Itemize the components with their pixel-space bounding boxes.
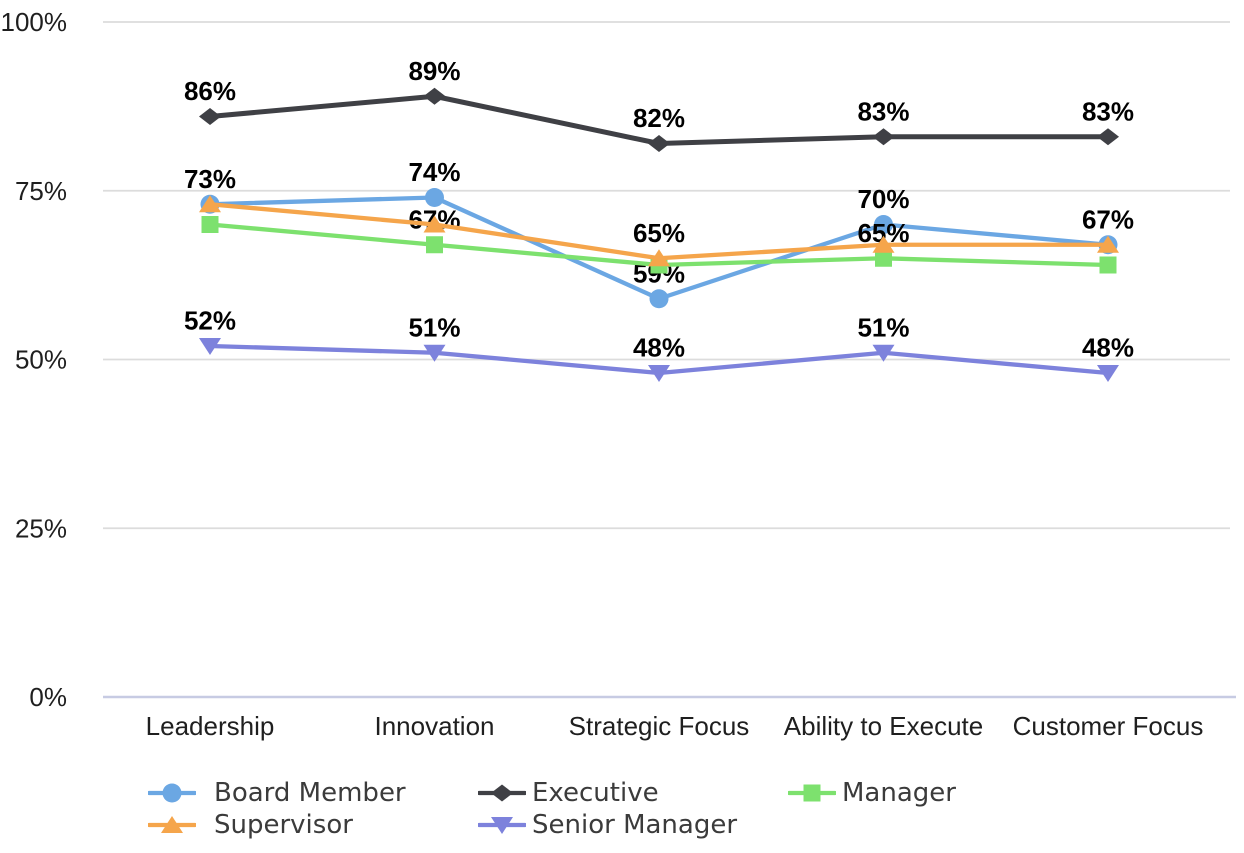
data-point-label: 51% [857, 312, 909, 342]
data-point-label: 48% [633, 333, 685, 363]
y-axis-tick-label: 100% [1, 7, 68, 37]
legend-item-senior-manager: Senior Manager [478, 809, 737, 841]
legend-item-supervisor: Supervisor [148, 809, 353, 841]
series-marker-diamond [423, 87, 446, 105]
legend-marker-circle-icon [148, 783, 196, 803]
legend-item-executive: Executive [478, 777, 659, 809]
series-marker-diamond [1097, 128, 1119, 146]
x-axis-category-label: Strategic Focus [569, 711, 750, 741]
series-marker-square [1099, 256, 1117, 274]
data-point-label: 74% [408, 157, 460, 187]
data-point-label: 73% [184, 164, 236, 194]
data-point-label: 65% [633, 218, 685, 248]
series-marker-circle [649, 289, 669, 309]
y-axis-tick-label: 0% [29, 682, 67, 712]
series-marker-triangle-up [423, 215, 446, 233]
x-axis-category-label: Ability to Execute [784, 711, 983, 741]
data-point-label: 70% [857, 184, 909, 214]
data-point-label: 82% [633, 103, 685, 133]
series-marker-square [875, 249, 892, 267]
series-marker-triangle-up [648, 249, 670, 267]
legend-label: Board Member [214, 778, 406, 808]
data-point-label: 48% [1082, 333, 1134, 363]
data-point-label: 83% [857, 96, 909, 126]
series-marker-square [803, 784, 821, 802]
data-point-label: 83% [1082, 96, 1134, 126]
series-marker-triangle-up [161, 816, 183, 833]
series-marker-diamond [648, 135, 670, 152]
data-point-label: 51% [408, 312, 460, 342]
y-axis-tick-label: 25% [15, 513, 67, 543]
series-marker-triangle-down [423, 344, 446, 362]
series-marker-triangle-up [1097, 235, 1119, 253]
data-point-label: 89% [408, 56, 460, 86]
x-axis-category-label: Innovation [375, 711, 495, 741]
data-point-label: 67% [1082, 204, 1134, 234]
legend-marker-triangle-up-icon [148, 816, 196, 833]
series-marker-circle [425, 188, 444, 207]
legend-marker-diamond-icon [478, 784, 526, 802]
legend-item-board-member: Board Member [148, 777, 406, 809]
series-marker-circle [874, 215, 893, 234]
series-marker-diamond [491, 784, 513, 802]
legend-item-manager: Manager [788, 777, 956, 809]
x-axis-category-label: Customer Focus [1013, 711, 1204, 741]
y-axis-tick-label: 50% [15, 345, 67, 375]
x-axis-category-label: Leadership [146, 711, 275, 741]
legend-marker-triangle-down-icon [478, 817, 526, 834]
series-marker-triangle-up [872, 235, 895, 253]
series-marker-diamond [872, 128, 895, 146]
y-axis-tick-label: 75% [15, 176, 67, 206]
series-marker-triangle-down [491, 817, 513, 834]
legend-marker-square-icon [788, 784, 836, 802]
series-marker-triangle-down [199, 338, 221, 355]
series-marker-triangle-down [1097, 365, 1119, 382]
legend-label: Supervisor [214, 810, 353, 840]
series-marker-square [201, 216, 219, 233]
series-marker-triangle-up [199, 195, 221, 213]
data-point-label: 86% [184, 76, 236, 106]
series-marker-square [426, 236, 443, 254]
legend-label: Senior Manager [532, 810, 738, 840]
series-marker-triangle-down [872, 344, 895, 362]
series-marker-triangle-down [648, 365, 670, 382]
data-point-label: 52% [184, 306, 236, 336]
legend-label: Manager [842, 778, 956, 808]
series-marker-diamond [199, 108, 221, 125]
series-marker-circle [162, 783, 182, 803]
legend-label: Executive [532, 778, 659, 808]
